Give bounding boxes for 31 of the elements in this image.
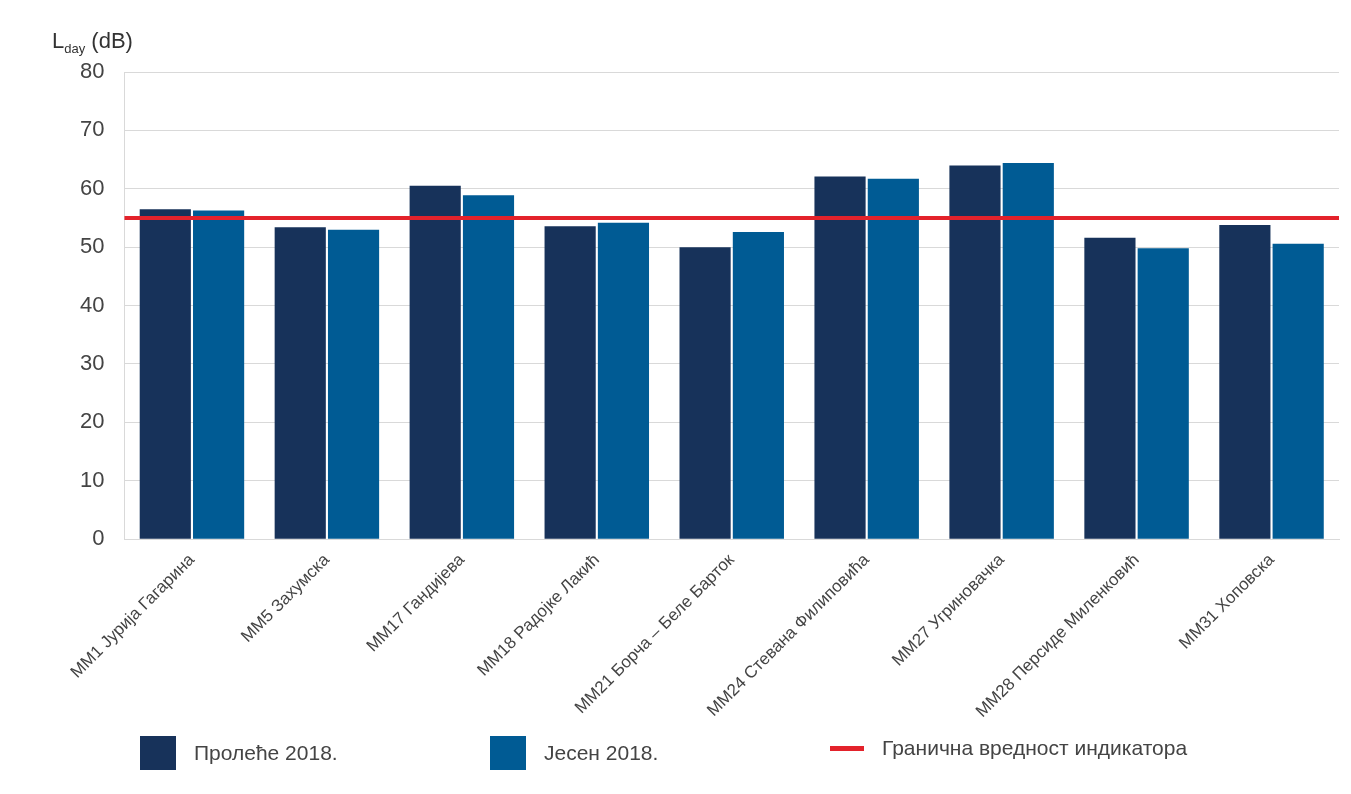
bar — [409, 185, 461, 539]
bar — [1002, 163, 1054, 539]
y-tick-label: 50 — [79, 233, 105, 259]
bar — [1084, 237, 1136, 539]
bar — [1137, 248, 1189, 539]
bar — [274, 227, 326, 539]
y-tick-label: 70 — [79, 116, 105, 142]
bar — [949, 165, 1001, 539]
bar — [327, 229, 380, 539]
y-tick-label: 80 — [79, 58, 105, 84]
y-tick-label: 0 — [92, 525, 105, 551]
y-axis-title: L$_{day}$ (dB) — [52, 28, 133, 57]
bar — [1272, 243, 1324, 539]
y-tick-label: 60 — [79, 174, 105, 200]
bar — [193, 210, 245, 539]
bar — [814, 176, 866, 539]
y-tick-label: 10 — [79, 466, 105, 492]
bar — [462, 195, 515, 539]
y-tick-label: 30 — [79, 350, 105, 376]
bar — [732, 231, 784, 539]
legend-label: Пролеће 2018. — [194, 741, 338, 765]
legend-label: Гранична вредност индикатора — [882, 736, 1188, 760]
bar — [597, 222, 650, 539]
bar — [544, 226, 596, 539]
legend-label: Јесен 2018. — [544, 741, 659, 765]
y-tick-label: 20 — [79, 408, 105, 434]
bar — [867, 178, 919, 539]
bar — [139, 209, 191, 539]
bar — [679, 247, 731, 539]
bar — [1219, 224, 1271, 539]
y-tick-label: 40 — [79, 291, 105, 317]
